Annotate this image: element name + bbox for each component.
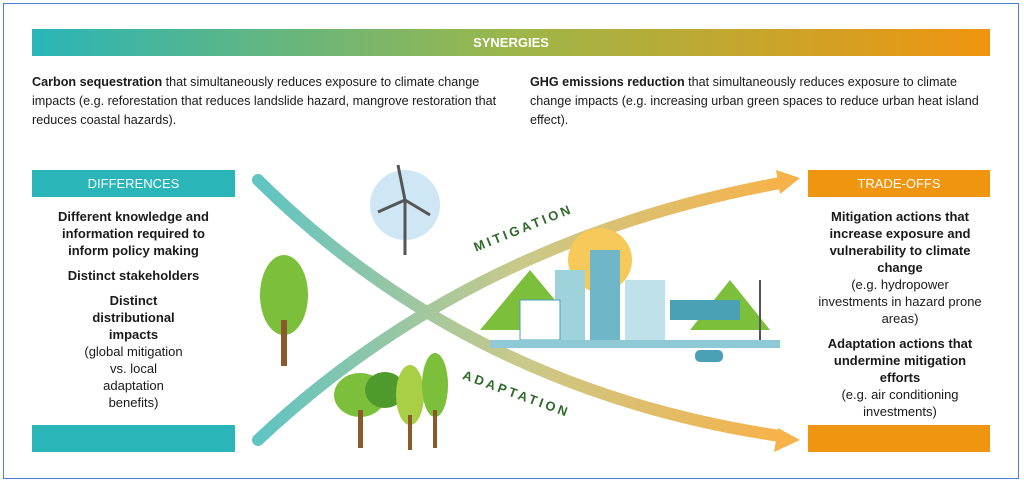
differences-bar: [32, 425, 235, 452]
differences-title: DIFFERENCES: [87, 176, 180, 191]
arrow-head: [774, 428, 800, 452]
bold-text: Carbon sequestration: [32, 75, 163, 89]
trees: [334, 353, 448, 450]
item: Mitigation actions that increase exposur…: [829, 209, 971, 275]
text: that simultaneously reduces exposure to …: [530, 75, 979, 127]
note: (e.g. hydropower investments in hazard p…: [818, 277, 982, 326]
tradeoffs-bar: [808, 425, 990, 452]
wind-turbine: [370, 164, 440, 255]
bold-text: GHG emissions reduction: [530, 75, 685, 89]
item: Different knowledge and information requ…: [58, 209, 209, 258]
note: (global mitigation vs. local adaptation …: [84, 344, 183, 410]
frame: [3, 3, 1019, 479]
tree: [260, 255, 308, 366]
city: [480, 228, 780, 362]
item: Distinct stakeholders: [67, 268, 200, 283]
differences-list: Different knowledge and information requ…: [32, 208, 235, 411]
synergy-left: Carbon sequestration that simultaneously…: [32, 73, 522, 130]
arrow-head: [776, 170, 800, 194]
tradeoffs-list: Mitigation actions that increase exposur…: [800, 208, 1000, 420]
tradeoffs-title: TRADE-OFFS: [857, 176, 941, 191]
note: (e.g. air conditioning investments): [841, 387, 959, 419]
adaptation-arrow: [252, 174, 786, 442]
synergies-banner: [32, 29, 990, 56]
synergy-right: GHG emissions reduction that simultaneou…: [530, 73, 1000, 130]
tradeoffs-banner: [808, 170, 990, 197]
differences-banner: [32, 170, 235, 197]
mitigation-arrow: [252, 177, 786, 446]
item: Distinct distributional impacts: [92, 293, 175, 342]
item: Adaptation actions that undermine mitiga…: [827, 336, 973, 385]
text: that simultaneously reduces exposure to …: [32, 75, 497, 127]
synergies-title: SYNERGIES: [473, 35, 549, 50]
